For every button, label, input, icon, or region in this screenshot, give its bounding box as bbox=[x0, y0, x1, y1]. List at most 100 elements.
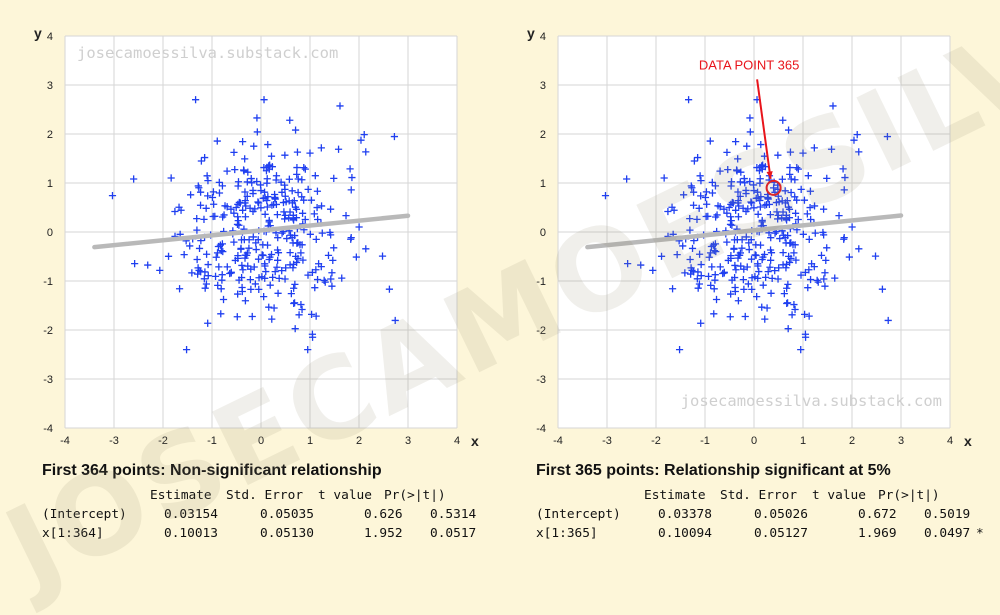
data-point bbox=[764, 268, 772, 276]
x-tick-label: -1 bbox=[207, 435, 217, 447]
data-point bbox=[310, 210, 318, 218]
data-point bbox=[244, 168, 252, 176]
data-point bbox=[806, 187, 815, 195]
std-error-value: 0.05026 bbox=[754, 507, 808, 522]
data-point bbox=[258, 251, 266, 259]
data-point bbox=[820, 275, 828, 283]
data-point bbox=[227, 269, 235, 277]
data-point bbox=[261, 210, 269, 218]
data-point bbox=[286, 231, 295, 239]
p-value: 0.5314 bbox=[430, 507, 477, 522]
data-point bbox=[770, 184, 778, 192]
data-point bbox=[281, 151, 289, 159]
data-point bbox=[787, 254, 795, 263]
data-point bbox=[257, 204, 265, 212]
data-point bbox=[260, 96, 268, 104]
data-point bbox=[827, 145, 836, 153]
data-point bbox=[779, 231, 788, 239]
data-point bbox=[281, 215, 289, 223]
x-tick-label: 1 bbox=[307, 435, 313, 447]
data-point bbox=[298, 176, 306, 184]
data-point bbox=[260, 163, 268, 172]
data-point bbox=[255, 285, 263, 293]
data-point bbox=[649, 266, 657, 274]
data-point bbox=[342, 212, 350, 220]
data-point bbox=[697, 319, 705, 327]
data-point bbox=[320, 276, 328, 284]
x-tick-label: -4 bbox=[553, 435, 563, 447]
data-point bbox=[693, 275, 701, 283]
data-point bbox=[731, 283, 739, 292]
data-point bbox=[670, 206, 678, 214]
data-point bbox=[757, 193, 765, 201]
data-point bbox=[806, 203, 814, 212]
data-point bbox=[213, 249, 222, 257]
data-point bbox=[800, 310, 809, 318]
data-point bbox=[186, 242, 194, 250]
data-point bbox=[239, 206, 247, 214]
data-point bbox=[261, 260, 269, 268]
data-point bbox=[301, 215, 309, 224]
data-point bbox=[194, 264, 202, 272]
data-point bbox=[268, 315, 276, 323]
data-point bbox=[771, 229, 779, 237]
data-point bbox=[297, 300, 305, 309]
data-point bbox=[690, 188, 698, 196]
data-point bbox=[214, 281, 222, 289]
data-point bbox=[270, 304, 278, 312]
data-point bbox=[291, 280, 299, 288]
data-point bbox=[774, 275, 782, 283]
data-point bbox=[673, 251, 681, 259]
data-point bbox=[130, 175, 138, 183]
data-point bbox=[778, 175, 786, 183]
data-point bbox=[209, 188, 218, 196]
data-point bbox=[706, 249, 715, 257]
data-point bbox=[304, 185, 312, 193]
plot-watermark: josecamoessilva.substack.com bbox=[681, 392, 942, 410]
data-point bbox=[201, 284, 209, 292]
data-point bbox=[734, 297, 743, 305]
data-point bbox=[756, 203, 764, 211]
data-point bbox=[764, 194, 772, 202]
data-point bbox=[708, 263, 716, 271]
data-point bbox=[293, 148, 302, 156]
data-point bbox=[783, 299, 792, 307]
data-point bbox=[734, 188, 742, 196]
data-point bbox=[794, 165, 802, 173]
data-point bbox=[290, 216, 298, 224]
y-tick-label: 2 bbox=[540, 129, 546, 141]
data-point bbox=[740, 285, 748, 293]
data-point bbox=[278, 188, 286, 196]
data-point bbox=[250, 263, 258, 271]
data-point bbox=[758, 162, 766, 170]
data-point bbox=[193, 226, 201, 234]
y-axis-title: y bbox=[527, 25, 535, 41]
data-point bbox=[716, 263, 724, 271]
data-point bbox=[219, 295, 228, 304]
data-point bbox=[306, 149, 314, 157]
data-point bbox=[233, 220, 242, 229]
data-point bbox=[706, 137, 714, 145]
data-point bbox=[784, 126, 793, 134]
data-point bbox=[738, 244, 746, 252]
data-point bbox=[739, 204, 747, 212]
data-point bbox=[274, 256, 282, 264]
data-point bbox=[213, 137, 221, 145]
data-point bbox=[746, 128, 754, 136]
data-point bbox=[697, 177, 705, 185]
data-point bbox=[191, 96, 200, 104]
data-point bbox=[753, 293, 761, 301]
data-point bbox=[693, 215, 701, 223]
data-point bbox=[788, 311, 796, 319]
data-point bbox=[327, 205, 335, 213]
data-point bbox=[208, 193, 217, 202]
data-point bbox=[708, 178, 716, 186]
data-point bbox=[735, 202, 743, 210]
x-tick-label: 0 bbox=[258, 435, 264, 447]
data-point bbox=[234, 254, 242, 262]
data-point bbox=[736, 249, 745, 257]
data-point bbox=[247, 285, 255, 293]
data-point bbox=[188, 269, 196, 277]
data-point bbox=[791, 209, 800, 217]
data-point bbox=[727, 178, 736, 186]
